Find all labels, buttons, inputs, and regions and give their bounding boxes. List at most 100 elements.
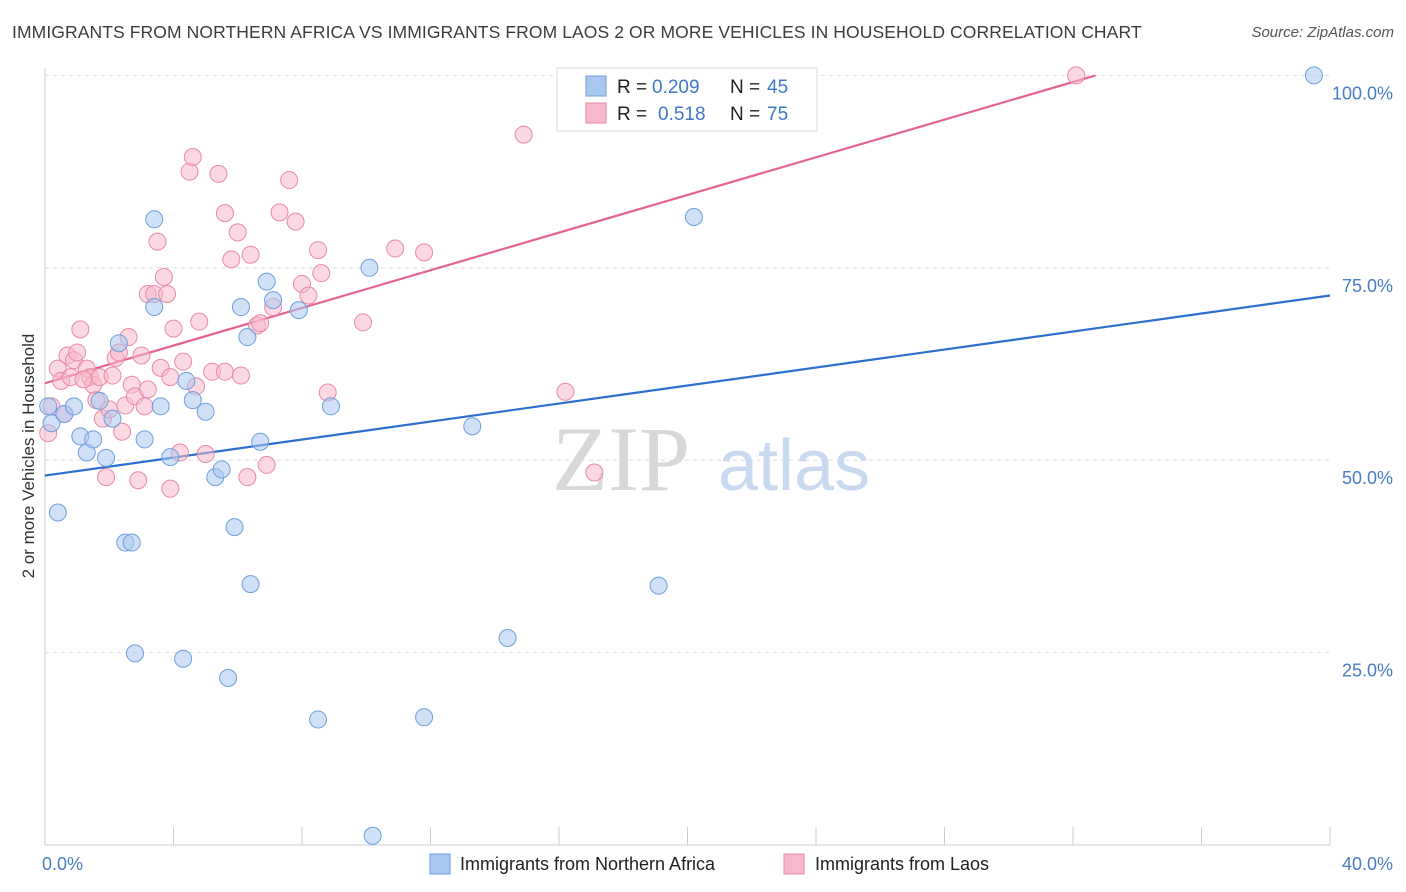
- point-pink-56: [270, 203, 289, 222]
- point-pink-51: [238, 468, 257, 487]
- point-pink-36: [164, 319, 183, 338]
- watermark-atlas: atlas: [718, 426, 870, 506]
- y-tick-labels: 25.0% 50.0% 75.0% 100.0%: [1332, 83, 1393, 680]
- point-pink-27: [135, 397, 154, 416]
- point-pink-33: [154, 268, 173, 287]
- point-blue-34: [309, 710, 328, 729]
- point-pink-54: [257, 455, 276, 474]
- top-legend: R = 0.209 N = 45 R = 0.518 N = 75: [556, 67, 818, 132]
- point-blue-30: [251, 432, 270, 451]
- point-blue-17: [151, 397, 170, 416]
- point-blue-3: [64, 397, 83, 416]
- point-blue-28: [238, 328, 257, 347]
- point-pink-31: [148, 232, 167, 251]
- point-pink-49: [228, 223, 247, 242]
- point-blue-0: [42, 414, 61, 433]
- trend-line-pink: [44, 74, 1096, 385]
- chart-title: IMMIGRANTS FROM NORTHERN AFRICA VS IMMIG…: [12, 22, 1142, 42]
- point-pink-20: [113, 422, 132, 441]
- point-blue-1: [48, 503, 67, 522]
- point-blue-33: [289, 301, 308, 320]
- point-pink-67: [514, 125, 533, 144]
- grid-lines: [45, 74, 1330, 654]
- point-blue-15: [145, 298, 164, 317]
- point-pink-74: [161, 368, 180, 387]
- series-northern-africa-points: [39, 66, 1323, 845]
- point-blue-7: [90, 391, 109, 410]
- legend-r-value-2: 0.518: [658, 104, 706, 125]
- bottom-legend-swatch-blue: [429, 853, 451, 875]
- point-pink-45: [209, 164, 228, 183]
- point-pink-38: [174, 352, 193, 371]
- point-pink-64: [354, 313, 373, 332]
- bottom-legend-label-pink: Immigrants from Laos: [815, 854, 989, 874]
- point-blue-35: [321, 397, 340, 416]
- point-pink-69: [585, 463, 604, 482]
- point-pink-40: [183, 147, 202, 166]
- point-blue-24: [212, 460, 231, 479]
- point-blue-13: [125, 644, 144, 663]
- legend-n-value-1: 45: [767, 77, 788, 98]
- point-pink-50: [231, 366, 250, 385]
- point-blue-27: [231, 298, 250, 317]
- point-blue-25: [219, 668, 238, 687]
- point-blue-38: [415, 708, 434, 727]
- point-blue-21: [183, 391, 202, 410]
- x-tick-labels: 0.0% 40.0%: [42, 854, 1393, 874]
- point-pink-26: [132, 346, 151, 365]
- point-pink-39: [180, 162, 199, 181]
- point-pink-8: [68, 343, 87, 362]
- point-blue-10: [109, 334, 128, 353]
- legend-n-label-2: N =: [730, 104, 760, 125]
- point-pink-52: [241, 245, 260, 264]
- chart-source: Source: ZipAtlas.com: [1251, 24, 1394, 41]
- point-blue-8: [97, 448, 116, 467]
- y-tick-label-25: 25.0%: [1342, 661, 1393, 681]
- point-pink-9: [71, 320, 90, 339]
- legend-r-label-1: R =: [617, 77, 647, 98]
- point-pink-73: [251, 314, 270, 333]
- point-pink-47: [215, 362, 234, 381]
- legend-r-value-1: 0.209: [652, 77, 700, 98]
- point-pink-25: [129, 471, 148, 490]
- point-blue-22: [196, 402, 215, 421]
- point-blue-31: [257, 272, 276, 291]
- point-pink-57: [280, 171, 299, 190]
- point-pink-70: [1067, 66, 1086, 85]
- legend-r-label-2: R =: [617, 104, 647, 125]
- point-pink-48: [222, 250, 241, 269]
- point-pink-42: [190, 312, 209, 331]
- point-blue-32: [264, 291, 283, 310]
- legend-n-value-2: 75: [767, 104, 788, 125]
- watermark: ZIP atlas: [552, 408, 870, 510]
- point-blue-16: [145, 210, 164, 229]
- point-pink-58: [286, 212, 305, 231]
- point-pink-71: [74, 370, 93, 389]
- y-axis-label: 2 or more Vehicles in Household: [19, 334, 38, 579]
- point-blue-9: [103, 409, 122, 428]
- point-blue-26: [225, 518, 244, 537]
- point-pink-72: [103, 366, 122, 385]
- point-blue-44: [39, 397, 58, 416]
- top-legend-swatch-blue: [585, 75, 607, 97]
- point-blue-37: [363, 826, 382, 845]
- y-tick-label-75: 75.0%: [1342, 276, 1393, 296]
- point-blue-6: [84, 430, 103, 449]
- point-blue-41: [649, 576, 668, 595]
- point-blue-18: [161, 448, 180, 467]
- point-blue-29: [241, 575, 260, 594]
- point-pink-35: [161, 479, 180, 498]
- point-pink-60: [299, 286, 318, 305]
- point-blue-39: [463, 417, 482, 436]
- bottom-legend-label-blue: Immigrants from Northern Africa: [460, 854, 716, 874]
- watermark-zip: ZIP: [552, 408, 690, 510]
- point-blue-14: [135, 430, 154, 449]
- top-legend-swatch-pink: [585, 102, 607, 124]
- point-blue-36: [360, 258, 379, 277]
- point-pink-34: [158, 284, 177, 303]
- point-pink-61: [309, 241, 328, 260]
- bottom-legend: Immigrants from Northern Africa Immigran…: [429, 853, 989, 875]
- point-pink-43: [196, 445, 215, 464]
- x-tick-label-max: 40.0%: [1342, 854, 1393, 874]
